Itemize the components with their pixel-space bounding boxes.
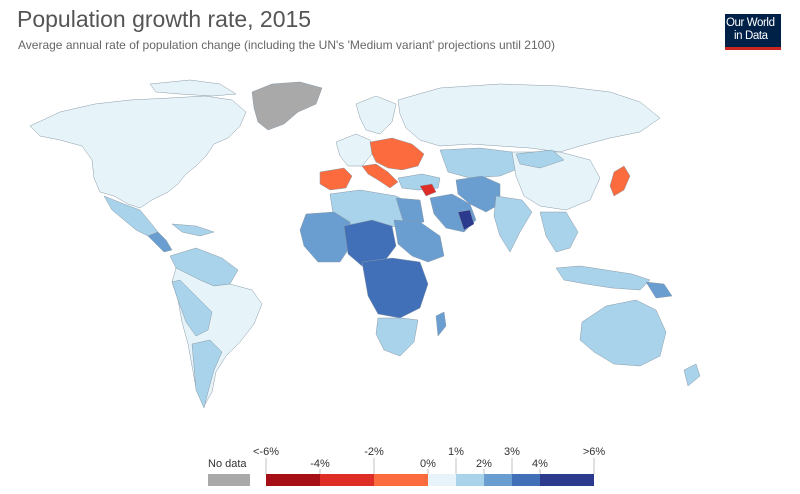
region-southern-cone[interactable] [191, 339, 223, 409]
legend-swatch-2[interactable] [374, 474, 428, 486]
legend-tick-label: <-6% [253, 446, 279, 458]
region-russia[interactable] [397, 83, 661, 153]
region-gulf[interactable] [457, 209, 475, 231]
legend-tick-label: -2% [364, 446, 384, 458]
legend-tick-label: 1% [448, 446, 464, 458]
region-central-america[interactable] [147, 231, 173, 253]
region-central-africa[interactable] [361, 257, 429, 319]
region-west-africa[interactable] [299, 211, 353, 263]
region-north-america[interactable] [29, 95, 247, 209]
region-indonesia[interactable] [555, 265, 651, 291]
legend: No data <-6% -4% -2% 0% 1% 2% 3% 4% >6% [208, 446, 605, 486]
region-sahel[interactable] [343, 219, 397, 267]
region-iran-pakistan[interactable] [455, 175, 501, 213]
region-alaska-islands[interactable] [149, 79, 237, 97]
region-madagascar[interactable] [435, 311, 447, 337]
region-western-europe[interactable] [335, 133, 373, 167]
legend-no-data-swatch [208, 474, 250, 486]
chart-subtitle: Average annual rate of population change… [18, 38, 555, 52]
region-new-zealand[interactable] [683, 363, 701, 387]
legend-swatch-6[interactable] [512, 474, 540, 486]
region-southern-africa[interactable] [375, 317, 419, 357]
region-iberia[interactable] [319, 167, 353, 191]
legend-tick-label: 2% [476, 458, 492, 470]
region-syria[interactable] [419, 183, 437, 197]
legend-tick-label: -4% [310, 458, 330, 470]
legend-swatch-1[interactable] [320, 474, 374, 486]
region-central-asia[interactable] [439, 147, 521, 179]
legend-tick-label: 0% [420, 458, 436, 470]
legend-tick-label: 4% [532, 458, 548, 470]
region-italy-balkans[interactable] [361, 163, 399, 189]
region-india[interactable] [493, 195, 533, 253]
region-horn-of-africa[interactable] [393, 219, 445, 263]
chart-title: Population growth rate, 2015 [17, 6, 312, 32]
legend-no-data-label: No data [208, 458, 247, 470]
region-andes[interactable] [171, 279, 213, 337]
logo-text-line-1: Our World [726, 17, 775, 29]
legend-swatch-5[interactable] [484, 474, 512, 486]
region-southeast-asia[interactable] [539, 211, 579, 253]
logo-text-line-2: in Data [734, 30, 768, 42]
legend-swatch-4[interactable] [456, 474, 484, 486]
legend-swatch-7[interactable] [540, 474, 594, 486]
region-australia[interactable] [579, 299, 667, 367]
region-caribbean[interactable] [171, 223, 215, 237]
legend-swatch-0[interactable] [266, 474, 320, 486]
region-japan[interactable] [609, 165, 631, 197]
region-eastern-europe[interactable] [369, 137, 425, 171]
region-scandinavia[interactable] [355, 95, 397, 135]
region-greenland[interactable] [251, 81, 323, 131]
owid-logo[interactable]: Our World in Data [725, 14, 781, 50]
legend-tick-label: >6% [583, 446, 606, 458]
region-png[interactable] [645, 281, 673, 299]
region-egypt[interactable] [395, 197, 425, 225]
legend-tick-label: 3% [504, 446, 520, 458]
legend-swatch-3[interactable] [428, 474, 456, 486]
region-mongolia[interactable] [515, 149, 565, 169]
